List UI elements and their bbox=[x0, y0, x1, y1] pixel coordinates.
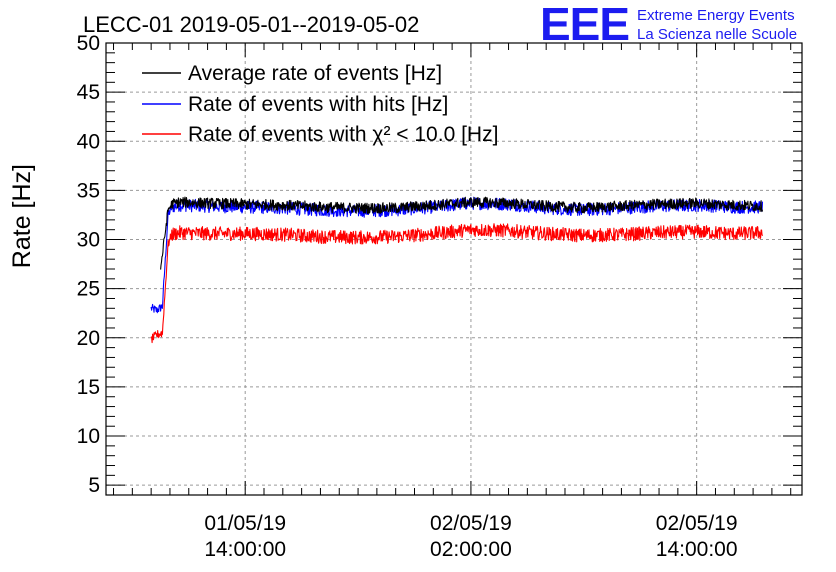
y-tick-label: 40 bbox=[77, 130, 100, 153]
y-tick-label: 30 bbox=[77, 229, 100, 252]
chart-title: LECC-01 2019-05-01--2019-05-02 bbox=[83, 12, 419, 37]
y-tick-label: 15 bbox=[77, 376, 100, 399]
legend-label-3: Rate of events with χ² < 10.0 [Hz] bbox=[188, 123, 498, 146]
series-layer bbox=[150, 196, 764, 344]
y-tick-label: 5 bbox=[88, 474, 100, 497]
series-line-1 bbox=[160, 196, 764, 270]
logo-mark: EEE bbox=[540, 0, 629, 50]
y-tick-label: 50 bbox=[77, 32, 100, 55]
y-tick-label: 45 bbox=[77, 81, 100, 104]
series-line-2 bbox=[150, 196, 764, 314]
y-tick-label: 10 bbox=[77, 425, 100, 448]
series-line-3 bbox=[150, 223, 764, 344]
y-axis-title: Rate [Hz] bbox=[8, 164, 36, 268]
legend-label-2: Rate of events with hits [Hz] bbox=[188, 93, 448, 116]
logo-line-1: Extreme Energy Events bbox=[637, 7, 795, 24]
x-tick-labels: 01/05/19 14:00:00 02/05/19 02:00:00 02/05/19… bbox=[204, 512, 737, 561]
x-tick-date: 02/05/19 bbox=[430, 512, 512, 535]
x-tick-time: 02:00:00 bbox=[430, 538, 512, 561]
legend: Average rate of events [Hz] Rate of event… bbox=[142, 62, 498, 146]
x-tick-time: 14:00:00 bbox=[204, 538, 286, 561]
x-tick-date: 02/05/19 bbox=[656, 512, 738, 535]
legend-label-1: Average rate of events [Hz] bbox=[188, 62, 442, 85]
x-tick-date: 01/05/19 bbox=[204, 512, 286, 535]
y-tick-label: 35 bbox=[77, 179, 100, 202]
y-tick-labels: 5 10 15 20 25 30 35 40 45 50 bbox=[77, 32, 100, 497]
y-tick-label: 25 bbox=[77, 278, 100, 301]
ticks bbox=[106, 42, 802, 496]
y-tick-label: 20 bbox=[77, 327, 100, 350]
eee-logo: EEE Extreme Energy Events La Scienza nel… bbox=[540, 0, 797, 50]
logo-line-2: La Scienza nelle Scuole bbox=[637, 26, 797, 43]
x-tick-time: 14:00:00 bbox=[656, 538, 738, 561]
